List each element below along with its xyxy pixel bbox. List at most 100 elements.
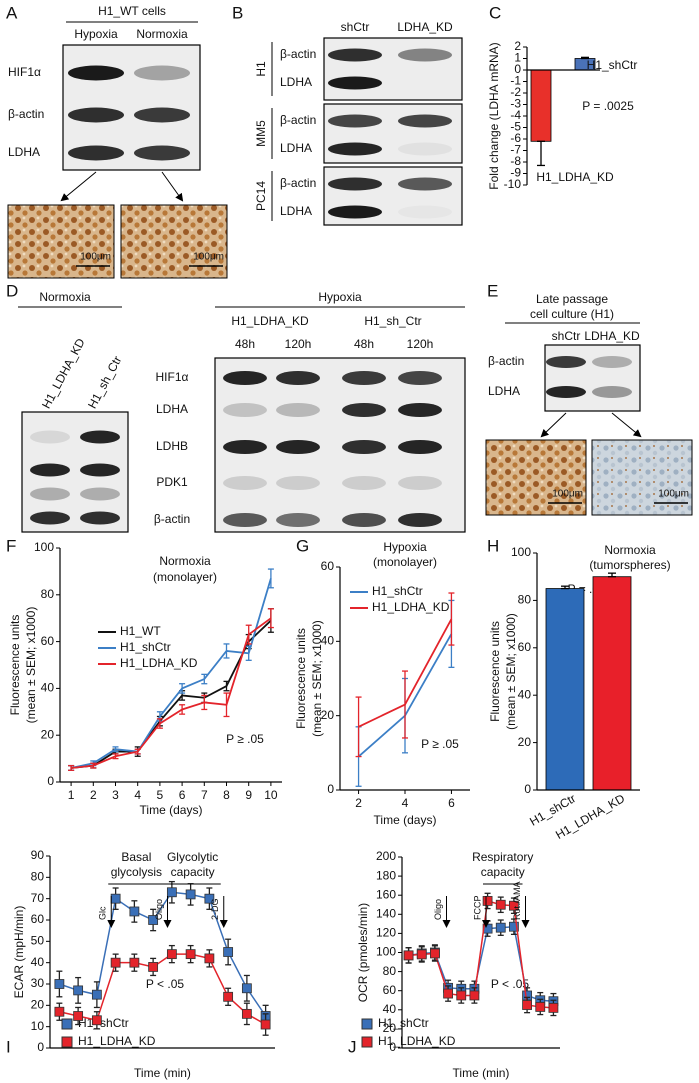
legend-label: H1_WT <box>120 624 161 638</box>
blot-band <box>328 177 382 191</box>
marker <box>509 921 519 932</box>
y-tick-label: 0 <box>327 782 334 796</box>
legend-marker <box>361 1018 373 1030</box>
marker <box>73 985 84 996</box>
annotation: P = .0025 <box>582 99 634 113</box>
group-label: H1_LDHA_KD <box>231 314 309 328</box>
annotation: P < .05 <box>491 977 529 991</box>
y-tick-label: 80 <box>41 587 55 601</box>
column-label: H1_LDHA_KD <box>39 336 88 411</box>
x-tick-label: 5 <box>157 788 164 802</box>
group-label: MM5 <box>254 120 268 147</box>
y-tick-label: 40 <box>518 687 532 701</box>
legend-label: H1_LDHA_KD <box>78 1034 156 1048</box>
blot-band <box>328 76 382 90</box>
marker <box>73 1011 84 1021</box>
blot-band <box>398 114 452 128</box>
marker <box>548 1002 559 1013</box>
y-tick-label: 40 <box>31 955 45 969</box>
blot-band <box>398 403 442 417</box>
legend-label: H1_LDHA_KD <box>378 1034 456 1048</box>
y-axis-label: Fluorescence units <box>294 628 308 729</box>
panel-title: cell culture (H1) <box>530 307 614 321</box>
blot-band <box>342 371 386 385</box>
panel-letter: H <box>487 536 499 555</box>
y-tick-label: 20 <box>383 1021 397 1035</box>
row-label: β-actin <box>488 354 524 368</box>
bracket-label: Respiratory <box>472 850 533 864</box>
blot-frame <box>323 37 463 101</box>
blot-band <box>546 356 586 368</box>
arrow-label: FCCP <box>472 896 482 921</box>
row-label: LDHA <box>280 141 312 155</box>
panel-letter: D <box>6 281 18 300</box>
blot-band <box>276 440 320 454</box>
x-tick-label: 8 <box>223 788 230 802</box>
blot-band <box>223 371 267 385</box>
arrow <box>161 171 184 202</box>
scale-bar-label: 100μm <box>658 489 689 500</box>
blot-band <box>276 371 320 385</box>
annotation: P ≥ .05 <box>421 737 459 751</box>
arrow-label: Rot./AMA <box>512 881 522 920</box>
legend-label: H1_shCtr <box>120 640 171 654</box>
y-tick-label: -8 <box>510 154 521 168</box>
blot-band <box>398 142 452 156</box>
legend-label: H1_shCtr <box>372 584 423 598</box>
blot-band <box>80 430 120 444</box>
y-tick-label: 10 <box>31 1019 45 1033</box>
y-axis-label: Fold change (LDHA mRNA) <box>487 42 501 189</box>
x-axis-label: Time (days) <box>140 803 203 817</box>
column-label: 120h <box>285 337 312 351</box>
blot-band <box>328 205 382 219</box>
y-tick-label: 80 <box>383 964 397 978</box>
y-tick-label: -10 <box>504 177 522 191</box>
marker <box>166 887 177 898</box>
blot-band <box>398 177 452 191</box>
blot-band <box>134 65 190 81</box>
column-label: LDHA_KD <box>584 329 640 343</box>
row-label: LDHA <box>488 384 520 398</box>
row-label: LDHB <box>156 439 188 453</box>
marker <box>185 949 196 960</box>
blot-band <box>30 487 70 501</box>
y-tick-label: 60 <box>41 634 55 648</box>
series-line <box>71 617 272 769</box>
y-tick-label: 0 <box>524 782 531 796</box>
column-label: LDHA_KD <box>397 20 453 34</box>
y-tick-label: 0 <box>389 1040 396 1054</box>
panel-letter: I <box>6 1037 11 1056</box>
y-tick-label: 20 <box>518 735 532 749</box>
x-tick-label: 10 <box>264 788 278 802</box>
x-axis-label: Time (min) <box>453 1066 510 1080</box>
series-line <box>71 619 272 769</box>
blot-band <box>276 403 320 417</box>
panel-letter: E <box>487 281 498 300</box>
legend-label: H1_LDHA_KD <box>120 656 198 670</box>
column-label: Hypoxia <box>74 27 118 41</box>
blot-band <box>398 48 452 62</box>
marker <box>148 915 159 925</box>
micrograph <box>7 204 115 279</box>
row-label: HIF1α <box>8 65 41 79</box>
y-tick-label: -6 <box>510 131 521 145</box>
y-tick-label: 200 <box>376 849 396 863</box>
row-label: β-actin <box>280 176 316 190</box>
y-tick-label: 20 <box>321 708 335 722</box>
marker <box>430 948 440 959</box>
y-tick-label: 80 <box>31 870 45 884</box>
blot-band <box>398 206 452 219</box>
blot-band <box>276 513 320 527</box>
blot-band <box>592 386 632 398</box>
panel-letter: C <box>489 3 501 22</box>
scale-bar-label: 100μm <box>80 252 111 263</box>
blot-band <box>342 440 386 454</box>
y-tick-label: 60 <box>383 983 397 997</box>
marker <box>522 1000 532 1010</box>
marker <box>129 957 140 968</box>
x-axis-label: Time (days) <box>374 813 437 827</box>
arrow-label: Oligo <box>433 899 443 920</box>
y-tick-label: 50 <box>31 934 45 948</box>
y-tick-label: -9 <box>510 166 521 180</box>
